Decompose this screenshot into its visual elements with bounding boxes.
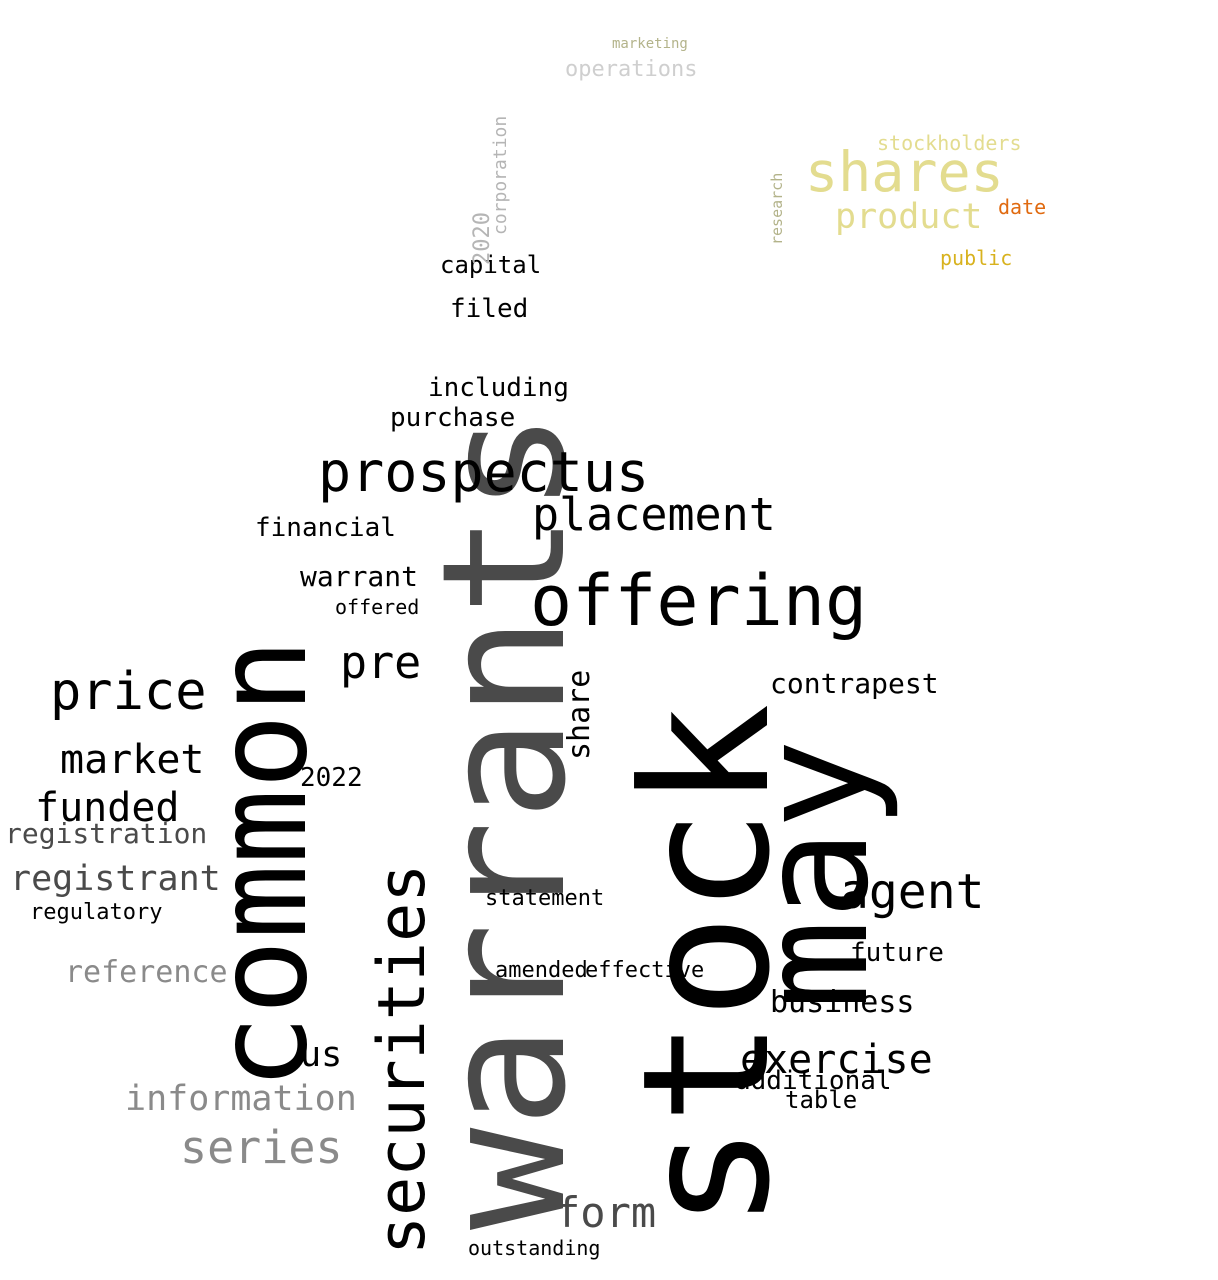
cloud-word: securities bbox=[365, 863, 440, 1255]
cloud-word: filed bbox=[450, 294, 529, 324]
cloud-word: price bbox=[50, 662, 207, 722]
cloud-word: reference bbox=[65, 955, 228, 990]
cloud-word: exercise bbox=[740, 1037, 933, 1083]
cloud-word: public bbox=[940, 246, 1013, 270]
cloud-word: effective bbox=[585, 958, 705, 983]
cloud-word: statement bbox=[485, 886, 605, 911]
cloud-word: 2022 bbox=[300, 763, 363, 793]
cloud-word: regulatory bbox=[30, 900, 163, 925]
cloud-word: capital bbox=[440, 251, 542, 279]
cloud-word: contrapest bbox=[770, 667, 939, 700]
cloud-word: business bbox=[770, 985, 915, 1020]
cloud-word: additional bbox=[735, 1066, 892, 1096]
cloud-word: information bbox=[125, 1079, 357, 1119]
cloud-word: financial bbox=[255, 513, 396, 543]
cloud-word: placement bbox=[532, 488, 776, 541]
cloud-word: offering bbox=[530, 560, 868, 642]
cloud-word: outstanding bbox=[468, 1236, 601, 1260]
cloud-word: amended bbox=[495, 958, 588, 983]
cloud-word: us bbox=[300, 1035, 343, 1075]
cloud-word: date bbox=[998, 195, 1047, 219]
cloud-word: purchase bbox=[390, 403, 516, 433]
cloud-word: market bbox=[60, 737, 205, 783]
cloud-word: product bbox=[835, 197, 983, 237]
cloud-word: marketing bbox=[612, 36, 688, 52]
cloud-word: agent bbox=[840, 864, 985, 920]
cloud-word: stockholders bbox=[877, 131, 1022, 155]
cloud-word: offered bbox=[335, 595, 420, 619]
cloud-word: funded bbox=[35, 785, 180, 831]
cloud-word: registrant bbox=[10, 859, 221, 899]
cloud-word: future bbox=[850, 938, 944, 968]
cloud-word: pre bbox=[340, 636, 422, 689]
cloud-word: including bbox=[428, 373, 569, 403]
cloud-word: table bbox=[785, 1086, 858, 1114]
cloud-word: registration bbox=[5, 817, 208, 850]
cloud-word: series bbox=[180, 1121, 343, 1174]
cloud-word: operations bbox=[565, 57, 698, 82]
cloud-word: form bbox=[555, 1188, 657, 1237]
cloud-word: shares bbox=[805, 140, 1004, 204]
cloud-word: research bbox=[768, 172, 786, 245]
cloud-word: corporation bbox=[490, 115, 511, 235]
cloud-word: prospectus bbox=[318, 440, 650, 504]
cloud-word: share bbox=[562, 669, 597, 760]
cloud-word: warrant bbox=[300, 560, 419, 593]
